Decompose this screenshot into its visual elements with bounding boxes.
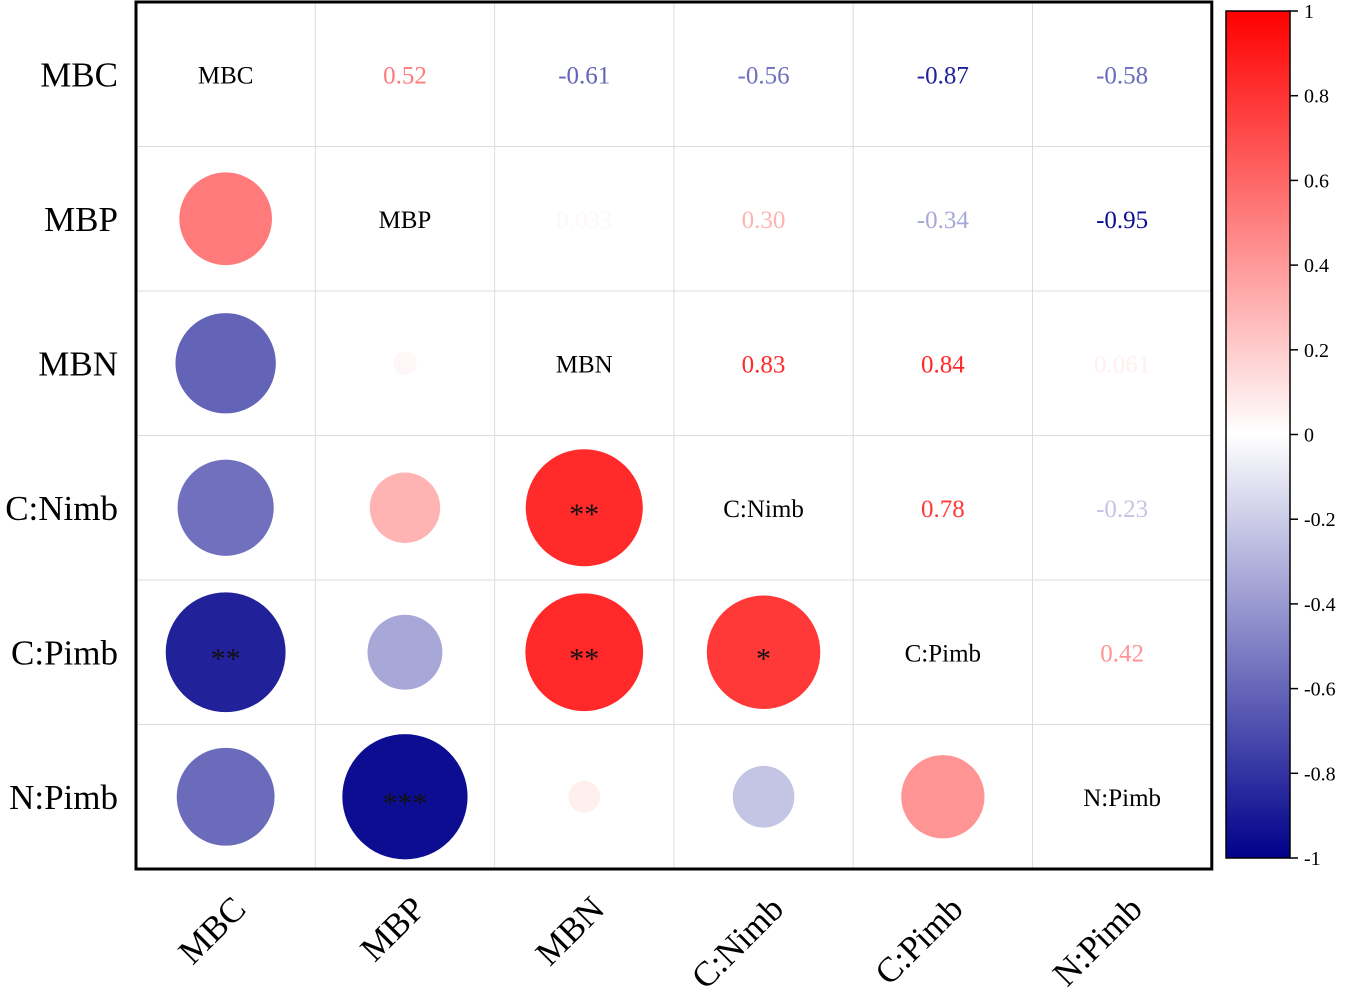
row-label: MBC [40,55,118,94]
column-label: C:Nimb [684,889,791,994]
column-label: C:Pimb [867,889,970,992]
significance-mark: ** [211,642,241,675]
significance-mark: *** [382,787,427,820]
colorbar-tick-label: -1 [1304,848,1321,870]
colorbar-tick-label: 0.4 [1304,255,1329,277]
colorbar: 1 0.8 0.6 0.4 0.2 0 -0.2 -0.4 -0.6 -0.8 -1 [1225,1,1336,870]
column-label: MBC [171,889,254,972]
colorbar-tick-label: 0.6 [1304,170,1329,192]
correlation-circle [175,313,276,414]
value-label: 0.033 [556,207,612,234]
correlation-circle [706,595,821,709]
colorbar-tick-label: -0.6 [1304,679,1336,701]
correlation-circle [369,472,441,543]
column-label: MBP [353,889,433,969]
colorbar-tick-label: -0.8 [1304,763,1336,785]
correlation-circle [525,593,644,712]
row-label: C:Nimb [5,489,118,528]
diagonal-label: MBN [556,351,613,378]
row-label: MBN [38,344,118,383]
value-label: -0.61 [558,62,610,89]
significance-mark: ** [569,642,599,675]
value-label: -0.23 [1096,496,1148,523]
colorbar-tick-label: 0.2 [1304,340,1329,362]
correlation-circle [176,747,275,846]
value-label: 0.84 [921,351,965,378]
correlation-circle [393,351,417,375]
colorbar-gradient [1225,10,1291,859]
correlation-circle [568,780,601,813]
value-label: -0.58 [1096,62,1148,89]
column-label: N:Pimb [1045,889,1150,994]
correlation-circle [525,449,643,567]
correlation-circle [179,172,272,266]
row-label: C:Pimb [11,633,118,672]
correlation-circle [165,592,286,713]
correlation-circle [901,755,985,839]
matrix-cells: MBC 0.52 -0.61 -0.56 -0.87 -0.58 MBP 0.033 0.30 -… [165,62,1161,860]
correlation-circle [367,614,443,690]
colorbar-tick-label: -0.2 [1304,509,1336,531]
significance-mark: ** [569,498,599,531]
row-label: MBP [44,200,118,239]
significance-mark: * [756,642,771,675]
row-label: N:Pimb [9,778,118,817]
matrix-frame [134,0,1214,871]
value-label: -0.87 [917,62,969,89]
value-label: 0.30 [742,207,786,234]
column-label: MBN [528,889,612,973]
colorbar-tick-label: 1 [1304,1,1314,23]
diagonal-label: C:Pimb [905,640,981,667]
value-label: 0.83 [742,351,786,378]
diagonal-label: MBC [198,62,254,89]
column-labels: MBC MBP MBN C:Nimb C:Pimb N:Pimb [171,889,1150,994]
value-label: 0.78 [921,496,965,523]
value-label: 0.061 [1094,351,1150,378]
diagonal-label: N:Pimb [1083,785,1161,812]
value-label: 0.52 [383,62,427,89]
value-label: -0.56 [738,62,790,89]
value-label: 0.42 [1100,640,1144,667]
colorbar-tick-label: 0.8 [1304,86,1329,108]
row-labels: MBC MBP MBN C:Nimb C:Pimb N:Pimb [5,55,118,817]
correlation-circle [732,765,795,828]
value-label: -0.95 [1096,207,1148,234]
diagonal-label: C:Nimb [723,496,804,523]
colorbar-tick-label: -0.4 [1304,594,1336,616]
correlation-circle [342,734,468,860]
colorbar-tick-label: 0 [1304,425,1314,447]
grid-lines [136,2,1212,869]
value-label: -0.34 [917,207,970,234]
correlation-circle [177,459,274,556]
diagonal-label: MBP [379,207,432,234]
